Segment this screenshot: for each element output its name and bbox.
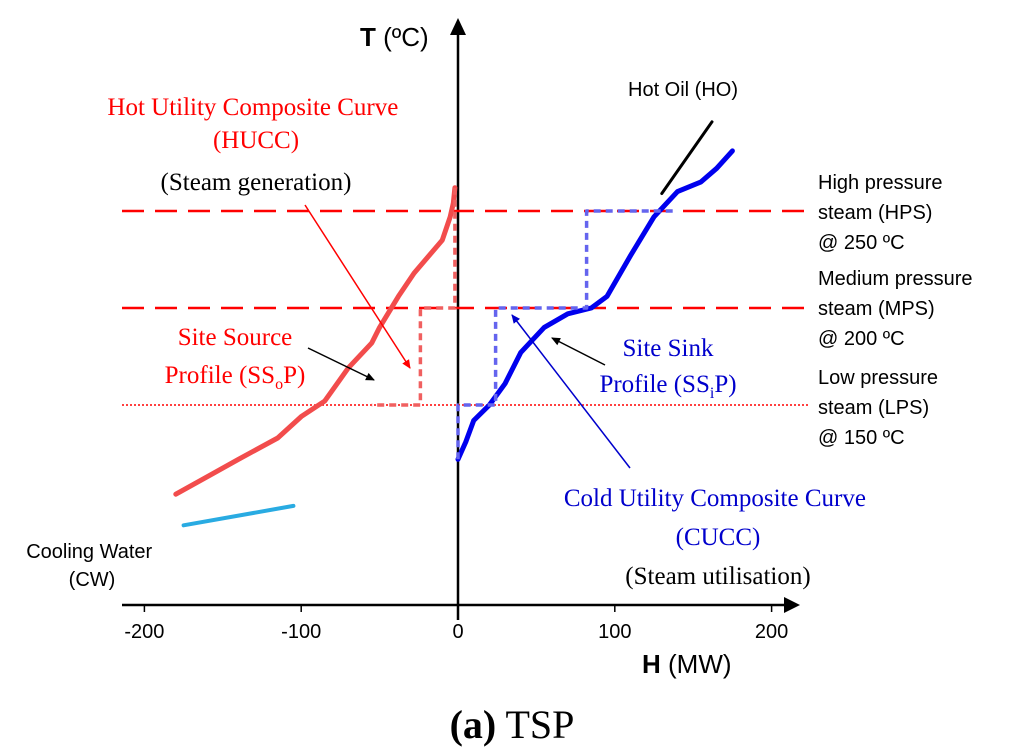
cooling-water-line bbox=[181, 503, 296, 528]
site-source-line bbox=[173, 185, 458, 497]
site-source-label-line2: Profile (SSoP) bbox=[165, 362, 306, 393]
x-axis-label: H (MW) bbox=[642, 649, 732, 679]
y-axis-label: T (ºC) bbox=[360, 22, 429, 52]
x-tick-label: -200 bbox=[124, 621, 164, 643]
steam-utilisation-label: (Steam utilisation) bbox=[625, 563, 810, 590]
hucc-arrow bbox=[304, 204, 411, 369]
hucc-label: Hot Utility Composite Curve (HUCC) bbox=[107, 94, 404, 154]
site-source-arrow bbox=[307, 347, 375, 381]
cooling-water-label: Cooling Water (CW) bbox=[26, 541, 158, 591]
cucc-arrow bbox=[511, 314, 631, 469]
cucc-line bbox=[456, 209, 678, 460]
x-tick-label: 200 bbox=[755, 621, 788, 643]
site-sink-label: Site Sink bbox=[623, 335, 714, 362]
x-axis-arrowhead bbox=[784, 597, 800, 613]
hps-level-label: High pressure steam (HPS) @ 250 ºC bbox=[818, 172, 948, 254]
hot-oil-line bbox=[660, 120, 714, 195]
y-axis-arrowhead bbox=[450, 18, 466, 35]
site-sink-label-line2: Profile (SSiP) bbox=[599, 371, 736, 402]
x-tick-label: 100 bbox=[598, 621, 631, 643]
x-tick-label: -100 bbox=[281, 621, 321, 643]
hucc-line bbox=[371, 187, 457, 407]
figure-caption: (a) TSP bbox=[450, 702, 575, 747]
hot-oil-label: Hot Oil (HO) bbox=[628, 79, 738, 101]
mps-level-label: Medium pressure steam (MPS) @ 200 ºC bbox=[818, 268, 978, 350]
lps-level-label: Low pressure steam (LPS) @ 150 ºC bbox=[818, 367, 944, 449]
cucc-label: Cold Utility Composite Curve (CUCC) bbox=[564, 485, 872, 551]
site-source-label: Site Source bbox=[178, 324, 293, 351]
steam-generation-label: (Steam generation) bbox=[161, 169, 352, 196]
x-tick-label: 0 bbox=[452, 621, 463, 643]
site-sink-line bbox=[455, 148, 735, 462]
site-sink-arrow bbox=[551, 337, 606, 366]
